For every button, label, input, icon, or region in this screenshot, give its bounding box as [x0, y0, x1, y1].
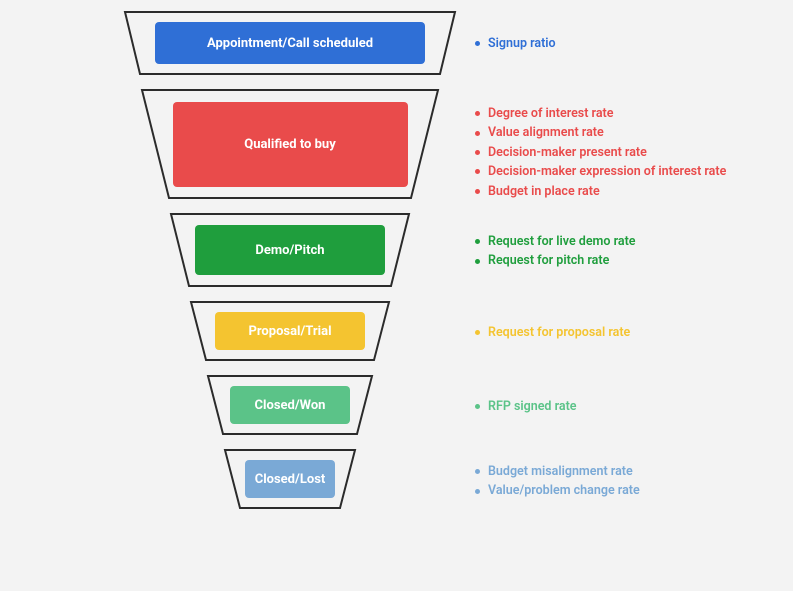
funnel-column: Appointment/Call scheduledQualified to b… — [0, 0, 465, 591]
metric-item: Budget in place rate — [475, 182, 726, 201]
bullet-icon — [475, 189, 480, 194]
metric-item: Request for live demo rate — [475, 232, 636, 251]
metric-text: Value alignment rate — [488, 123, 604, 142]
metrics-closed-won: RFP signed rate — [475, 397, 577, 416]
bullet-icon — [475, 489, 480, 494]
bullet-icon — [475, 330, 480, 335]
metrics-closed-lost: Budget misalignment rateValue/problem ch… — [475, 462, 640, 501]
metric-text: Request for pitch rate — [488, 251, 609, 270]
metrics-proposal: Request for proposal rate — [475, 323, 630, 342]
bullet-icon — [475, 259, 480, 264]
bullet-icon — [475, 239, 480, 244]
metric-item: Degree of interest rate — [475, 104, 726, 123]
metric-item: Signup ratio — [475, 34, 556, 53]
bullet-icon — [475, 469, 480, 474]
metric-text: Degree of interest rate — [488, 104, 613, 123]
metric-text: Budget in place rate — [488, 182, 600, 201]
metric-item: Decision-maker expression of interest ra… — [475, 162, 726, 181]
metric-text: Request for proposal rate — [488, 323, 630, 342]
metric-text: Signup ratio — [488, 34, 556, 53]
bullet-icon — [475, 41, 480, 46]
metric-item: Request for pitch rate — [475, 251, 636, 270]
metric-item: Request for proposal rate — [475, 323, 630, 342]
bullet-icon — [475, 404, 480, 409]
metric-text: Decision-maker expression of interest ra… — [488, 162, 726, 181]
metric-item: Value/problem change rate — [475, 481, 640, 500]
metric-text: Decision-maker present rate — [488, 143, 647, 162]
metrics-column: Signup ratioDegree of interest rateValue… — [465, 0, 793, 591]
metric-text: Request for live demo rate — [488, 232, 636, 251]
metric-item: Decision-maker present rate — [475, 143, 726, 162]
metrics-qualified: Degree of interest rateValue alignment r… — [475, 104, 726, 201]
metrics-appointment: Signup ratio — [475, 34, 556, 53]
funnel-stage-closed-lost — [0, 0, 465, 591]
metric-text: Budget misalignment rate — [488, 462, 633, 481]
bullet-icon — [475, 169, 480, 174]
bullet-icon — [475, 150, 480, 155]
metric-text: Value/problem change rate — [488, 481, 640, 500]
bullet-icon — [475, 111, 480, 116]
metric-item: RFP signed rate — [475, 397, 577, 416]
metric-text: RFP signed rate — [488, 397, 577, 416]
bullet-icon — [475, 131, 480, 136]
metric-item: Value alignment rate — [475, 123, 726, 142]
metric-item: Budget misalignment rate — [475, 462, 640, 481]
metrics-demo: Request for live demo rateRequest for pi… — [475, 232, 636, 271]
